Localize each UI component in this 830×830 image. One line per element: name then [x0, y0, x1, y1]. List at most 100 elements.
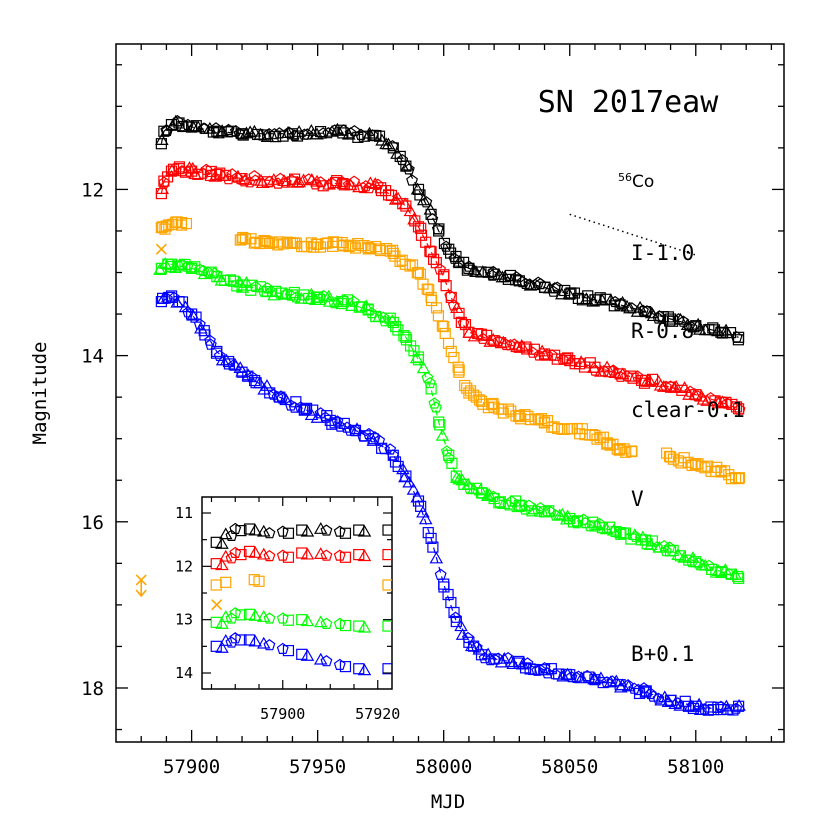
- data-point: [453, 366, 465, 378]
- data-point: [415, 222, 427, 234]
- data-point: [211, 168, 223, 181]
- data-point: [282, 527, 295, 539]
- data-point: [483, 335, 497, 347]
- data-point: [357, 524, 372, 537]
- data-point: [464, 385, 477, 397]
- data-point: [461, 631, 474, 644]
- data-point: [248, 546, 262, 558]
- data-point: [204, 334, 216, 346]
- inset-series-v: [210, 607, 392, 633]
- data-point: [733, 700, 745, 712]
- fit-curve: [161, 296, 739, 711]
- data-point: [387, 316, 399, 328]
- data-point: [425, 532, 437, 545]
- data-point: [589, 520, 601, 532]
- data-point: [374, 243, 386, 255]
- data-point: [581, 669, 594, 682]
- data-point: [475, 395, 488, 407]
- data-point: [261, 286, 273, 298]
- data-point: [222, 173, 235, 185]
- data-point: [197, 167, 210, 179]
- data-point: [453, 256, 465, 269]
- series-clear-0-1: [155, 216, 746, 485]
- data-point: [427, 253, 440, 265]
- data-point: [725, 473, 738, 485]
- data-point: [314, 176, 327, 188]
- series-label: R-0.8: [631, 319, 694, 343]
- data-point: [155, 138, 167, 150]
- data-point: [400, 331, 412, 343]
- data-point: [387, 142, 399, 154]
- data-point: [424, 376, 436, 389]
- data-point: [256, 547, 271, 560]
- data-point: [480, 489, 495, 502]
- data-point: [449, 611, 462, 623]
- data-point: [248, 634, 262, 647]
- data-point: [513, 341, 525, 353]
- inset-y-tick-label: 11: [175, 504, 193, 522]
- data-point: [313, 522, 328, 534]
- data-point: [229, 546, 242, 559]
- data-point: [253, 575, 265, 587]
- data-point: [398, 330, 410, 342]
- data-point: [229, 607, 242, 619]
- data-point: [488, 492, 500, 505]
- data-point: [671, 697, 684, 709]
- data-point: [396, 462, 410, 475]
- data-point: [236, 233, 248, 245]
- series-label: clear-0.1: [631, 398, 745, 422]
- data-point: [652, 540, 667, 553]
- data-point: [354, 128, 367, 140]
- data-point: [564, 354, 576, 367]
- y-axis-label: Magnitude: [29, 342, 51, 445]
- data-point: [173, 117, 185, 129]
- data-point: [733, 472, 746, 484]
- data-point: [158, 175, 170, 187]
- data-point: [416, 505, 430, 518]
- data-point: [702, 559, 715, 572]
- data-point: [218, 549, 233, 562]
- chart-title: SN 2017eaw: [538, 85, 720, 120]
- data-point: [320, 617, 333, 630]
- data-point: [440, 445, 453, 457]
- data-point: [502, 403, 515, 415]
- data-point: [237, 231, 249, 244]
- data-point: [425, 383, 437, 395]
- data-point: [463, 387, 475, 399]
- data-point: [263, 175, 276, 187]
- data-point: [475, 487, 488, 499]
- data-point: [218, 610, 233, 622]
- data-point: [730, 401, 743, 413]
- data-point: [463, 636, 475, 648]
- data-point: [155, 187, 167, 200]
- data-point: [155, 295, 167, 308]
- data-point: [476, 332, 489, 344]
- data-point: [236, 279, 248, 291]
- data-point: [296, 173, 311, 186]
- data-point: [488, 268, 500, 280]
- data-point: [203, 121, 217, 134]
- data-point: [564, 669, 576, 681]
- data-point: [337, 239, 349, 251]
- data-point: [506, 657, 521, 669]
- data-point: [720, 702, 734, 715]
- data-point: [474, 394, 486, 406]
- data-point: [343, 240, 355, 253]
- data-point: [412, 495, 425, 507]
- data-point: [690, 320, 702, 332]
- data-point: [362, 126, 377, 139]
- data-point: [173, 260, 185, 272]
- data-point: [282, 644, 295, 657]
- data-point: [333, 617, 346, 630]
- data-point: [452, 254, 467, 267]
- data-point: [160, 220, 173, 232]
- data-point: [639, 374, 651, 387]
- data-point: [256, 610, 271, 622]
- data-point: [235, 634, 247, 646]
- data-point: [366, 434, 381, 446]
- data-point: [313, 615, 328, 628]
- data-point: [574, 355, 588, 368]
- data-point: [520, 341, 532, 353]
- data-point: [690, 458, 702, 470]
- data-point: [565, 670, 578, 683]
